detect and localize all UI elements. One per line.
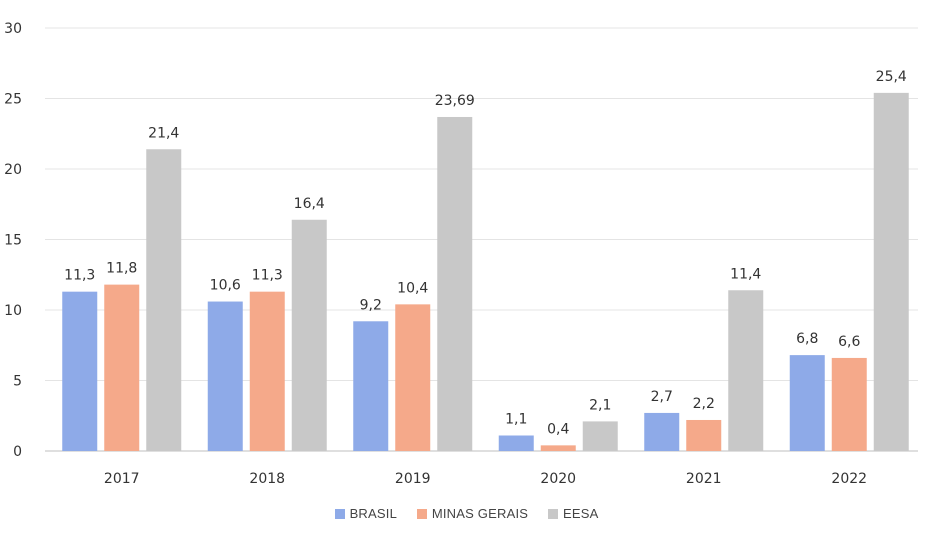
legend-item-minas-gerais: MINAS GERAIS bbox=[416, 506, 529, 521]
bar-brasil-2021 bbox=[644, 412, 680, 451]
data-label: 1,1 bbox=[505, 411, 527, 427]
y-tick-label: 0 bbox=[13, 444, 22, 460]
data-label: 0,4 bbox=[547, 421, 569, 437]
data-label: 2,7 bbox=[651, 389, 673, 405]
y-tick-label: 20 bbox=[4, 162, 22, 178]
bar-brasil-2020 bbox=[498, 435, 534, 451]
y-axis-ticks: 0 5 10 15 20 25 30 bbox=[4, 21, 22, 460]
data-label: 23,69 bbox=[435, 93, 475, 109]
legend-swatch-minas-gerais bbox=[416, 508, 427, 519]
data-label: 21,4 bbox=[148, 125, 179, 141]
data-label: 11,8 bbox=[106, 261, 137, 277]
data-label: 11,4 bbox=[730, 266, 761, 282]
data-labels: 11,3 11,8 21,4 10,6 11,3 16,4 9,2 10,4 23,69 1,1 0… bbox=[64, 69, 907, 437]
data-label: 2,1 bbox=[589, 397, 611, 413]
x-tick-label: 2020 bbox=[540, 471, 576, 487]
data-label: 2,2 bbox=[693, 396, 715, 412]
data-label: 9,2 bbox=[360, 297, 382, 313]
x-tick-label: 2021 bbox=[686, 471, 722, 487]
x-tick-label: 2019 bbox=[395, 471, 431, 487]
y-tick-label: 10 bbox=[4, 303, 22, 319]
legend-item-brasil: BRASIL bbox=[334, 506, 398, 521]
data-label: 25,4 bbox=[876, 69, 907, 85]
bar-eesa-2017 bbox=[146, 149, 182, 451]
y-tick-label: 15 bbox=[4, 233, 22, 249]
bar-eesa-2021 bbox=[728, 290, 764, 451]
bar-brasil-2019 bbox=[353, 321, 389, 451]
data-label: 6,8 bbox=[796, 331, 818, 347]
gridlines bbox=[45, 27, 918, 452]
bar-minas-gerais-2018 bbox=[249, 291, 285, 451]
data-label: 6,6 bbox=[838, 334, 860, 350]
legend-item-eesa: EESA bbox=[547, 506, 599, 521]
y-tick-label: 30 bbox=[4, 21, 22, 37]
data-label: 10,6 bbox=[210, 278, 241, 294]
bar-eesa-2018 bbox=[291, 219, 327, 451]
bar-minas-gerais-2022 bbox=[831, 357, 867, 451]
bar-minas-gerais-2019 bbox=[395, 304, 431, 451]
bars bbox=[62, 92, 909, 452]
x-tick-label: 2017 bbox=[104, 471, 140, 487]
data-label: 11,3 bbox=[252, 268, 283, 284]
bar-eesa-2019 bbox=[437, 116, 473, 451]
data-label: 11,3 bbox=[64, 268, 95, 284]
legend-swatch-eesa bbox=[547, 508, 558, 519]
legend-label-eesa: EESA bbox=[562, 506, 599, 521]
data-label: 16,4 bbox=[294, 196, 325, 212]
x-axis-ticks: 2017 2018 2019 2020 2021 2022 bbox=[104, 471, 867, 487]
bar-minas-gerais-2017 bbox=[104, 284, 140, 451]
legend-swatch-brasil bbox=[334, 508, 345, 519]
x-tick-label: 2018 bbox=[249, 471, 285, 487]
y-tick-label: 25 bbox=[4, 92, 22, 108]
bar-minas-gerais-2021 bbox=[686, 419, 722, 451]
bar-brasil-2022 bbox=[789, 355, 825, 451]
bar-eesa-2022 bbox=[873, 92, 909, 452]
bar-eesa-2020 bbox=[582, 421, 618, 451]
legend-label-brasil: BRASIL bbox=[349, 506, 398, 521]
legend-label-minas-gerais: MINAS GERAIS bbox=[431, 506, 529, 521]
bar-minas-gerais-2020 bbox=[540, 445, 576, 451]
x-tick-label: 2022 bbox=[831, 471, 867, 487]
y-tick-label: 5 bbox=[13, 374, 22, 390]
legend: BRASIL MINAS GERAIS EESA bbox=[0, 506, 933, 522]
bar-brasil-2018 bbox=[207, 301, 243, 451]
bar-brasil-2017 bbox=[62, 291, 98, 451]
data-label: 10,4 bbox=[397, 280, 428, 296]
